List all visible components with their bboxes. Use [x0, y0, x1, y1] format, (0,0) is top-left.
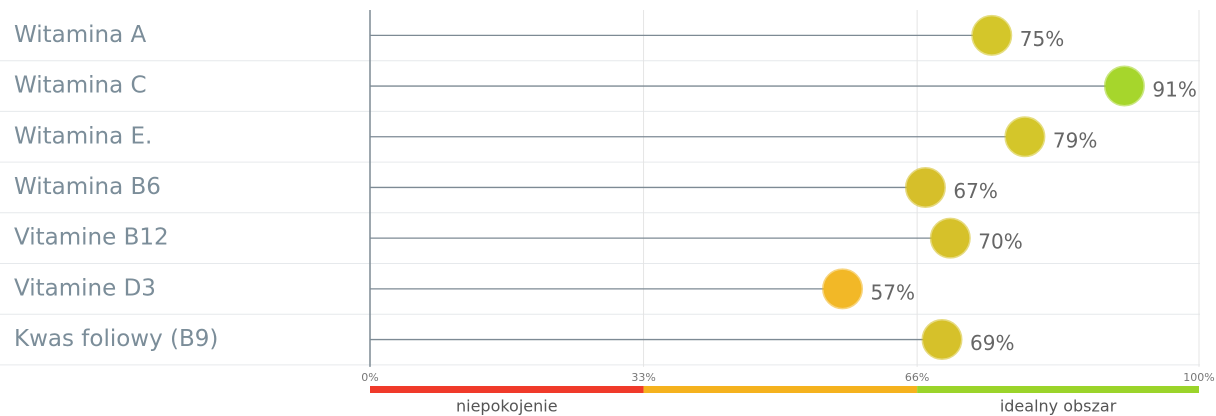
category-label: Vitamine B12 — [14, 225, 169, 251]
dot — [971, 14, 1013, 56]
category-label: Kwas foliowy (B9) — [14, 326, 218, 352]
category-label: Witamina B6 — [14, 174, 161, 200]
zone-label: niepokojenie — [456, 397, 558, 416]
x-tick-label: 66% — [905, 371, 929, 384]
value-label: 67% — [953, 179, 997, 203]
zone-bar — [917, 386, 1199, 393]
category-label: Witamina A — [14, 22, 147, 48]
category-label: Vitamine D3 — [14, 275, 156, 301]
value-label: 79% — [1053, 128, 1097, 152]
zone-label: idealny obszar — [1000, 397, 1117, 416]
x-tick-label: 0% — [361, 371, 378, 384]
value-label: 70% — [978, 230, 1022, 254]
zone-bar — [370, 386, 644, 393]
dot — [1004, 116, 1046, 158]
value-label: 57% — [871, 280, 915, 304]
dot — [822, 268, 864, 310]
category-label: Witamina E. — [14, 123, 152, 149]
x-tick-label: 33% — [631, 371, 655, 384]
dot — [1103, 65, 1145, 107]
dot — [904, 166, 946, 208]
x-tick-label: 100% — [1183, 371, 1214, 384]
zone-bar — [643, 386, 918, 393]
value-label: 69% — [970, 331, 1014, 355]
value-label: 75% — [1020, 27, 1064, 51]
dot — [921, 319, 963, 361]
value-label: 91% — [1152, 78, 1196, 102]
dot — [929, 217, 971, 259]
category-label: Witamina C — [14, 73, 147, 99]
